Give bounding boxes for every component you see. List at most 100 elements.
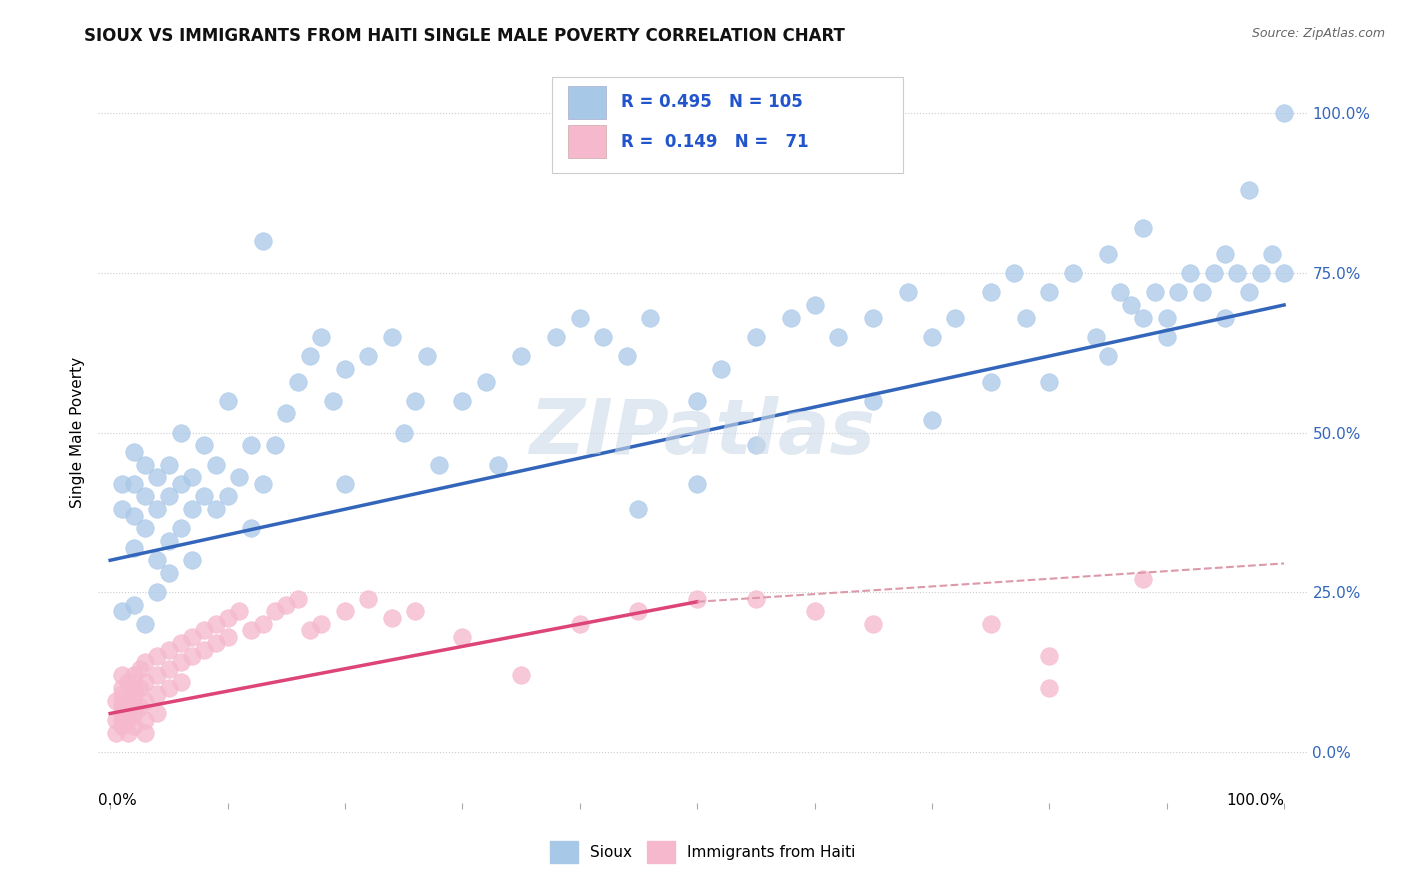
- Point: [252, 617, 274, 632]
- Point: [1156, 310, 1178, 325]
- Point: [111, 502, 134, 516]
- Point: [745, 330, 768, 344]
- Point: [322, 393, 344, 408]
- FancyBboxPatch shape: [551, 78, 903, 173]
- Point: [157, 490, 180, 504]
- Point: [122, 541, 145, 555]
- Point: [122, 719, 145, 733]
- Point: [381, 330, 404, 344]
- Point: [1132, 573, 1154, 587]
- Point: [980, 375, 1002, 389]
- Point: [1250, 266, 1272, 280]
- Point: [298, 349, 321, 363]
- Point: [1038, 285, 1060, 300]
- Point: [510, 349, 533, 363]
- Point: [240, 438, 263, 452]
- Point: [134, 458, 156, 472]
- Point: [827, 330, 849, 344]
- Point: [204, 636, 226, 650]
- Point: [134, 521, 156, 535]
- Point: [252, 476, 274, 491]
- Point: [1226, 266, 1249, 280]
- Point: [252, 234, 274, 248]
- Point: [122, 444, 145, 458]
- Point: [181, 553, 204, 567]
- Point: [638, 310, 661, 325]
- Point: [1202, 266, 1225, 280]
- Point: [803, 604, 825, 618]
- Point: [298, 624, 321, 638]
- Point: [1215, 247, 1237, 261]
- Point: [803, 298, 825, 312]
- Point: [117, 725, 139, 739]
- Point: [122, 598, 145, 612]
- Point: [1097, 247, 1119, 261]
- Point: [546, 330, 568, 344]
- Point: [980, 617, 1002, 632]
- Point: [486, 458, 509, 472]
- Point: [862, 617, 884, 632]
- Point: [204, 617, 226, 632]
- Point: [381, 611, 404, 625]
- Point: [169, 521, 191, 535]
- Point: [416, 349, 439, 363]
- Text: R = 0.495   N = 105: R = 0.495 N = 105: [621, 93, 803, 111]
- Point: [169, 476, 191, 491]
- Point: [217, 393, 239, 408]
- Point: [392, 425, 415, 440]
- Y-axis label: Single Male Poverty: Single Male Poverty: [69, 357, 84, 508]
- Point: [1272, 106, 1295, 120]
- Point: [276, 598, 298, 612]
- Point: [1132, 310, 1154, 325]
- Point: [157, 534, 180, 549]
- Point: [451, 630, 474, 644]
- Point: [627, 604, 650, 618]
- Point: [105, 694, 128, 708]
- Point: [157, 566, 180, 580]
- Point: [117, 694, 139, 708]
- Point: [1038, 648, 1060, 663]
- Point: [134, 674, 156, 689]
- Point: [128, 662, 150, 676]
- Point: [157, 681, 180, 695]
- Point: [122, 681, 145, 695]
- Text: 100.0%: 100.0%: [1226, 793, 1284, 808]
- Point: [1002, 266, 1025, 280]
- Point: [181, 630, 204, 644]
- Point: [111, 668, 134, 682]
- Point: [204, 458, 226, 472]
- Point: [745, 438, 768, 452]
- Point: [311, 330, 333, 344]
- Point: [745, 591, 768, 606]
- Point: [105, 725, 128, 739]
- Point: [780, 310, 803, 325]
- Point: [1156, 330, 1178, 344]
- Point: [111, 700, 134, 714]
- Point: [568, 617, 591, 632]
- Point: [1237, 183, 1260, 197]
- Point: [1108, 285, 1130, 300]
- Point: [146, 585, 169, 599]
- Point: [134, 617, 156, 632]
- Point: [1085, 330, 1108, 344]
- Point: [169, 674, 191, 689]
- Point: [111, 604, 134, 618]
- Point: [228, 470, 250, 484]
- Point: [1038, 681, 1060, 695]
- Point: [122, 508, 145, 523]
- Point: [111, 694, 134, 708]
- Point: [181, 648, 204, 663]
- Point: [169, 656, 191, 670]
- Point: [333, 361, 356, 376]
- Text: SIOUX VS IMMIGRANTS FROM HAITI SINGLE MALE POVERTY CORRELATION CHART: SIOUX VS IMMIGRANTS FROM HAITI SINGLE MA…: [84, 27, 845, 45]
- Point: [568, 310, 591, 325]
- Point: [204, 502, 226, 516]
- Point: [193, 490, 215, 504]
- Point: [134, 490, 156, 504]
- Point: [111, 706, 134, 721]
- Point: [263, 604, 285, 618]
- Point: [111, 681, 134, 695]
- Point: [122, 706, 145, 721]
- Point: [146, 706, 169, 721]
- Point: [921, 330, 943, 344]
